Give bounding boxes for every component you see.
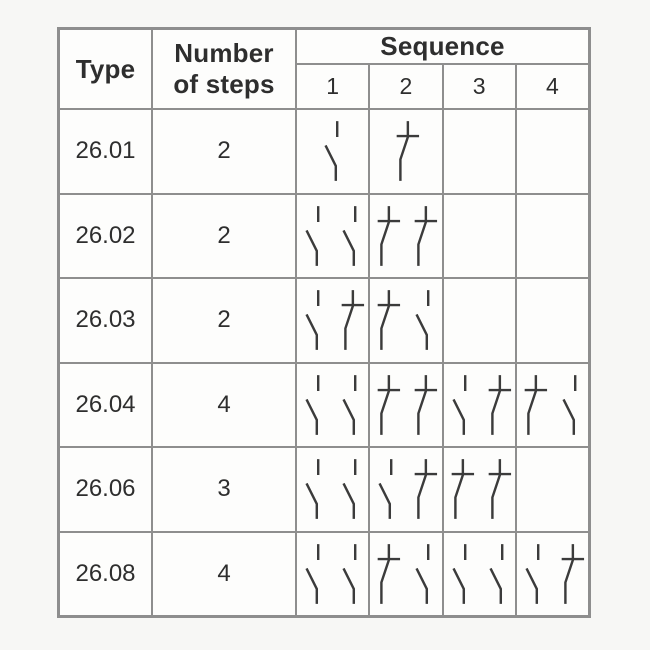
closed-contact-symbol xyxy=(415,459,438,520)
sequence-cell xyxy=(370,279,442,362)
open-contact-symbol xyxy=(415,543,430,604)
open-contact-symbol xyxy=(305,374,320,435)
sequence-cell xyxy=(297,532,369,615)
closed-contact-symbol xyxy=(378,290,401,351)
sequence-cell xyxy=(516,532,588,615)
sequence-cell xyxy=(516,279,588,362)
header-number-of-steps-label: Number of steps xyxy=(173,38,275,99)
open-contact-symbol xyxy=(452,543,467,604)
steps-cell: 2 xyxy=(153,110,295,193)
header-type: Type xyxy=(60,30,151,108)
contact-sequence-table: Type Number of steps Sequence 1 2 3 4 26… xyxy=(57,27,591,618)
type-cell: 26.03 xyxy=(60,279,151,362)
sequence-cell xyxy=(297,448,369,531)
open-contact-symbol xyxy=(562,374,577,435)
steps-cell: 2 xyxy=(153,279,295,362)
header-sequence-col-1: 1 xyxy=(297,65,369,108)
open-contact-symbol xyxy=(305,290,320,351)
open-contact-symbol xyxy=(525,543,540,604)
sequence-cell xyxy=(297,279,369,362)
steps-cell: 4 xyxy=(153,363,295,446)
sequence-cell xyxy=(516,363,588,446)
open-contact-symbol xyxy=(378,459,393,520)
closed-contact-symbol xyxy=(378,205,401,266)
closed-contact-symbol xyxy=(415,205,438,266)
closed-contact-symbol xyxy=(561,543,584,604)
closed-contact-symbol xyxy=(488,459,511,520)
type-cell: 26.08 xyxy=(60,532,151,615)
header-sequence-col-4: 4 xyxy=(516,65,588,108)
open-contact-symbol xyxy=(305,543,320,604)
type-cell: 26.06 xyxy=(60,448,151,531)
type-cell: 26.01 xyxy=(60,110,151,193)
open-contact-symbol xyxy=(489,543,504,604)
open-contact-symbol xyxy=(342,459,357,520)
steps-cell: 4 xyxy=(153,532,295,615)
closed-contact-symbol xyxy=(378,374,401,435)
sequence-cell xyxy=(370,110,442,193)
closed-contact-symbol xyxy=(378,543,401,604)
sequence-cell xyxy=(516,448,588,531)
sequence-cell xyxy=(443,532,515,615)
open-contact-symbol xyxy=(324,121,339,182)
closed-contact-symbol xyxy=(415,374,438,435)
steps-cell: 2 xyxy=(153,194,295,277)
open-contact-symbol xyxy=(452,374,467,435)
sequence-cell xyxy=(443,279,515,362)
sequence-cell xyxy=(516,194,588,277)
sequence-cell xyxy=(370,448,442,531)
header-sequence: Sequence xyxy=(297,30,588,63)
sequence-cell xyxy=(297,194,369,277)
closed-contact-symbol xyxy=(488,374,511,435)
header-sequence-col-3: 3 xyxy=(443,65,515,108)
open-contact-symbol xyxy=(342,205,357,266)
open-contact-symbol xyxy=(342,374,357,435)
sequence-cell xyxy=(370,363,442,446)
sequence-cell xyxy=(443,363,515,446)
steps-cell: 3 xyxy=(153,448,295,531)
sequence-cell xyxy=(297,363,369,446)
closed-contact-symbol xyxy=(341,290,365,351)
open-contact-symbol xyxy=(305,459,320,520)
header-sequence-col-2: 2 xyxy=(370,65,442,108)
open-contact-symbol xyxy=(305,205,320,266)
sequence-cell xyxy=(370,532,442,615)
header-number-of-steps: Number of steps xyxy=(153,30,295,108)
closed-contact-symbol xyxy=(451,459,474,520)
sequence-cell xyxy=(516,110,588,193)
open-contact-symbol xyxy=(342,543,357,604)
closed-contact-symbol xyxy=(396,121,419,182)
type-cell: 26.02 xyxy=(60,194,151,277)
open-contact-symbol xyxy=(415,290,430,351)
sequence-cell xyxy=(443,110,515,193)
sequence-cell xyxy=(297,110,369,193)
type-cell: 26.04 xyxy=(60,363,151,446)
closed-contact-symbol xyxy=(524,374,547,435)
sequence-cell xyxy=(370,194,442,277)
sequence-cell xyxy=(443,194,515,277)
sequence-cell xyxy=(443,448,515,531)
